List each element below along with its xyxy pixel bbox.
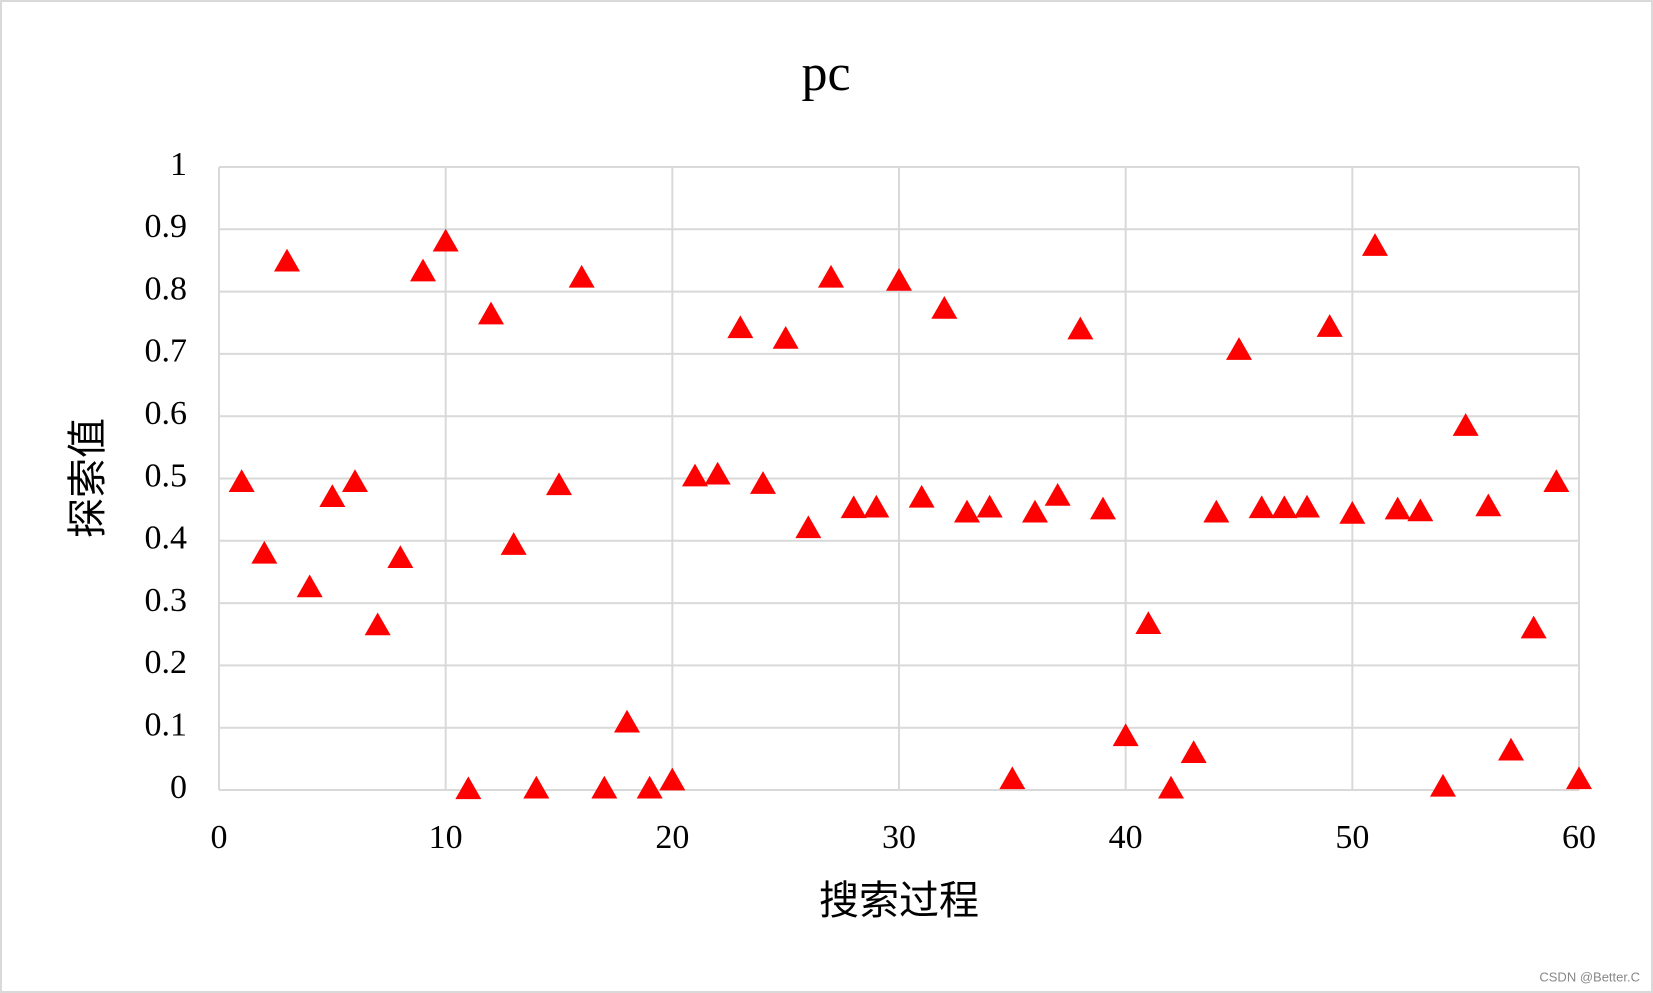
marker [1362, 233, 1388, 256]
y-tick-label: 0.6 [145, 395, 188, 432]
marker [999, 766, 1026, 790]
y-tick-label: 0.5 [145, 457, 188, 494]
y-tick-label: 0 [170, 769, 187, 806]
x-tick-label: 10 [429, 819, 463, 856]
marker [432, 228, 459, 252]
marker [455, 776, 482, 800]
marker [1294, 494, 1320, 518]
y-tick-label: 0.1 [145, 706, 188, 743]
marker [568, 264, 595, 288]
x-tick-label: 30 [882, 819, 916, 856]
marker [523, 775, 550, 799]
marker [1226, 337, 1252, 360]
marker [1158, 775, 1184, 799]
x-tick-label: 20 [655, 819, 689, 856]
y-tick-label: 0.8 [145, 270, 188, 307]
marker [342, 469, 368, 492]
marker [840, 495, 867, 519]
marker [1475, 493, 1502, 517]
marker [1498, 737, 1524, 761]
y-tick-label: 0.7 [145, 333, 188, 370]
y-tick-label: 1 [170, 146, 187, 183]
marker [886, 268, 912, 291]
marker [1203, 499, 1230, 523]
marker [1044, 482, 1071, 506]
marker [614, 709, 640, 733]
marker [500, 532, 527, 555]
y-tick-label: 0.3 [145, 582, 188, 619]
marker [319, 484, 346, 507]
marker [1135, 611, 1162, 635]
marker [954, 499, 980, 523]
watermark: CSDN @Better.C [1539, 969, 1640, 984]
marker [931, 296, 958, 319]
marker [704, 461, 731, 485]
marker [1316, 314, 1343, 337]
marker [682, 463, 708, 487]
marker [976, 494, 1003, 518]
y-tick-label: 0.4 [145, 520, 188, 557]
marker [591, 775, 618, 799]
marker [364, 612, 391, 636]
marker [795, 515, 822, 539]
marker [1271, 495, 1298, 519]
marker [1022, 499, 1048, 523]
marker [1090, 496, 1116, 520]
marker [1430, 773, 1456, 797]
marker [1112, 723, 1139, 747]
marker [908, 484, 935, 508]
x-tick-label: 50 [1335, 819, 1369, 856]
marker [1520, 615, 1547, 639]
marker [387, 545, 414, 568]
marker [1566, 766, 1592, 790]
marker [1543, 469, 1570, 492]
marker [274, 248, 300, 272]
marker [1248, 495, 1275, 519]
y-tick-label: 0.9 [145, 208, 188, 245]
marker [636, 775, 663, 799]
marker [1407, 498, 1434, 522]
x-tick-label: 40 [1109, 819, 1143, 856]
marker [478, 301, 504, 325]
marker [659, 767, 686, 791]
marker [772, 325, 799, 349]
marker [1384, 496, 1411, 520]
y-tick-label: 0.2 [145, 644, 188, 681]
marker [296, 574, 323, 598]
marker [818, 264, 844, 288]
y-axis-label: 探索值 [65, 418, 110, 538]
marker [410, 258, 436, 282]
marker [1339, 501, 1366, 524]
marker [1180, 740, 1207, 763]
marker [750, 471, 776, 494]
marker [228, 469, 255, 492]
marker [546, 472, 572, 496]
chart-title: pc [801, 45, 850, 102]
marker [1452, 413, 1479, 436]
x-tick-label: 60 [1562, 819, 1596, 856]
marker [1067, 316, 1094, 340]
marker [727, 315, 754, 339]
x-tick-label: 0 [211, 819, 228, 856]
marker [251, 540, 278, 564]
marker [863, 494, 890, 518]
x-axis-label: 搜索过程 [819, 878, 979, 923]
